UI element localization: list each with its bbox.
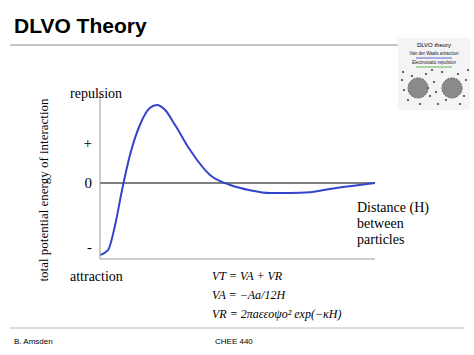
svg-text:VR = 2πaεεoψo² exp(−κH): VR = 2πaεεoψo² exp(−κH) <box>212 307 341 321</box>
svg-text:0: 0 <box>85 175 93 191</box>
svg-text:between: between <box>357 216 404 231</box>
svg-text:Distance (H): Distance (H) <box>357 200 429 216</box>
svg-text:-: - <box>87 239 92 255</box>
svg-text:B. Amsden: B. Amsden <box>14 337 53 346</box>
svg-text:particles: particles <box>357 232 404 247</box>
svg-text:DLVO Theory: DLVO Theory <box>14 14 147 37</box>
svg-text:total potential energy of inte: total potential energy of interaction <box>36 98 51 282</box>
svg-text:VT = VA + VR: VT = VA + VR <box>212 269 283 283</box>
svg-text:DLVO theory: DLVO theory <box>417 42 451 48</box>
svg-text:Van der Waals attraction: Van der Waals attraction <box>410 51 459 56</box>
svg-text:repulsion: repulsion <box>70 86 122 101</box>
svg-text:+: + <box>84 135 92 151</box>
svg-text:CHEE 440: CHEE 440 <box>215 337 253 346</box>
svg-text:attraction: attraction <box>70 269 123 284</box>
svg-text:Electrostatic repulsion: Electrostatic repulsion <box>412 60 457 65</box>
svg-text:VA = −Aa/12H: VA = −Aa/12H <box>212 288 286 302</box>
